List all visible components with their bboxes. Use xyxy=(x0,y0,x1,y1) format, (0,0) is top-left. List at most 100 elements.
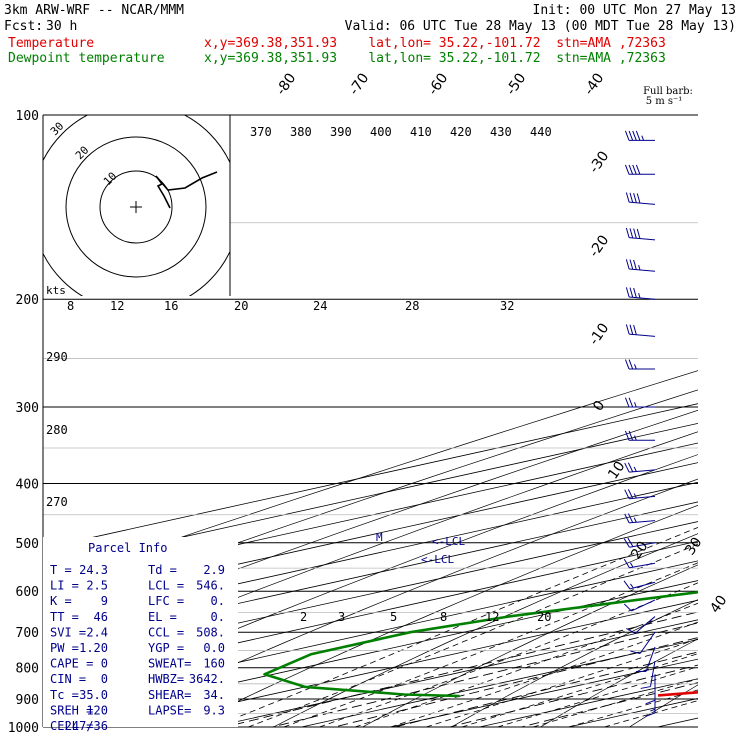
wind-barb xyxy=(645,686,656,717)
parcel-info-cell: 0 xyxy=(101,657,108,671)
wind-barb-feather xyxy=(635,130,641,141)
model-title: 3km ARW-WRF -- NCAR/MMM xyxy=(4,3,185,18)
wind-barb-staff xyxy=(629,296,656,300)
parcel-info-cell: 120 xyxy=(86,703,108,717)
parcel-info-cell: PW = xyxy=(50,641,79,655)
dewpoint-profile xyxy=(263,590,698,698)
wind-barb-feather xyxy=(627,489,634,499)
mixing-ratio-label: 5 xyxy=(390,610,397,624)
wind-barb-feather xyxy=(628,397,634,408)
wind-barb-feather xyxy=(629,259,634,270)
parcel-info-cell: 34. xyxy=(203,688,225,702)
wind-barb-feather xyxy=(627,513,634,523)
moist-adiabat xyxy=(603,700,698,727)
wind-barb-staff xyxy=(629,520,656,524)
hodograph-speed-label: 12 xyxy=(110,299,124,313)
wind-barb xyxy=(640,660,656,689)
theta-label: 380 xyxy=(290,125,312,139)
isotherm-label: -10 xyxy=(586,320,612,348)
wind-barb-feather xyxy=(628,359,634,370)
parcel-info-cell: T = xyxy=(50,563,72,577)
isotherm-label: -20 xyxy=(586,232,612,260)
parcel-info-cell: 160 xyxy=(203,657,225,671)
wind-barb-feather xyxy=(624,430,630,441)
isotherm-line xyxy=(568,698,698,727)
wind-barb-feather xyxy=(625,227,630,238)
wind-barb-feather xyxy=(627,462,634,472)
mixing-ratio-label: 20 xyxy=(537,610,551,624)
hodograph-speed-label: 8 xyxy=(67,299,74,313)
wind-barb-feather xyxy=(633,324,637,335)
parcel-info-cell: CAPE = xyxy=(50,657,93,671)
theta-left-label: 290 xyxy=(46,350,68,364)
init-time: Init: 00 UTC Mon 27 May 13 xyxy=(532,3,737,18)
isotherm-line xyxy=(123,599,698,727)
isotherm-line xyxy=(43,540,698,687)
parcel-info-cell: 247/36 xyxy=(65,719,108,733)
wind-barb-feather xyxy=(623,538,630,548)
wind-barb xyxy=(623,558,656,569)
wind-barb-feather xyxy=(640,686,651,689)
parcel-info-cell: TT = xyxy=(50,610,79,624)
pressure-label: 1000 xyxy=(8,721,39,736)
parcel-info-cell: 2.9 xyxy=(203,563,225,577)
parcel-info-cell: 46 xyxy=(94,610,108,624)
wind-barb-feather xyxy=(624,359,630,370)
moist-adiabat xyxy=(212,526,698,727)
wind-barb-feather xyxy=(628,164,634,175)
dry-adiabat xyxy=(719,115,740,727)
temperature-profile xyxy=(657,690,698,697)
wind-barb-feather xyxy=(645,712,656,717)
isotherm-label: 0 xyxy=(590,398,608,414)
parcel-marker: M xyxy=(376,531,383,544)
pressure-label: 500 xyxy=(16,537,39,552)
legend-dewpoint-info: x,y=369.38,351.93 lat,lon= 35.22,-101.72… xyxy=(204,51,666,66)
isotherm-line xyxy=(657,717,698,727)
wind-barb-staff xyxy=(639,631,656,654)
pressure-label: 300 xyxy=(16,401,39,416)
wind-barb-feather xyxy=(633,287,637,298)
wind-barb-feather xyxy=(629,562,634,568)
isotherm-line xyxy=(43,580,698,726)
dry-adiabat xyxy=(273,533,698,727)
parcel-info-cell: SVI = xyxy=(50,625,86,639)
mixing-ratio-label: 3 xyxy=(338,610,345,624)
isotherm-label: 40 xyxy=(707,593,730,617)
wind-barb xyxy=(625,227,656,241)
hodograph-speed-label: 32 xyxy=(500,299,514,313)
parcel-info-cell: 9 xyxy=(101,594,108,608)
wind-barb-feather xyxy=(630,650,641,654)
wind-barb xyxy=(626,616,656,634)
wind-barb-feather xyxy=(625,259,630,270)
wind-barb xyxy=(624,513,656,524)
wind-barb-staff xyxy=(634,616,656,634)
parcel-info-cell: 35.0 xyxy=(79,688,108,702)
parcel-info-cell: SREH = xyxy=(50,703,93,717)
parcel-info-cell: 9.3 xyxy=(203,703,225,717)
parcel-info-cell: LFC = xyxy=(148,594,184,608)
wind-barb-feather xyxy=(625,192,630,203)
wind-barb-feather xyxy=(628,430,634,441)
dry-adiabat xyxy=(540,638,698,727)
wind-barb-feather xyxy=(635,164,641,175)
parcel-info-cell: YGP = xyxy=(148,641,184,655)
legend-temperature-info: x,y=369.38,351.93 lat,lon= 35.22,-101.72… xyxy=(204,36,666,51)
wind-barb-feather xyxy=(633,466,637,472)
wind-barb xyxy=(623,580,656,590)
pressure-label: 900 xyxy=(16,693,39,708)
wind-barb-staff xyxy=(629,581,656,590)
wind-barb-staff xyxy=(629,562,656,569)
isotherm-label: 30 xyxy=(682,535,705,559)
wind-barb-feather xyxy=(629,192,634,203)
wind-barb-feather xyxy=(634,364,637,370)
wind-barb xyxy=(636,646,656,673)
parcel-info-cell: 546. xyxy=(196,579,225,593)
wind-barb-feather xyxy=(624,164,630,175)
forecast-hours: 30 h xyxy=(46,19,78,34)
wind-barb-feather xyxy=(634,435,637,441)
wind-barb-staff xyxy=(629,469,656,473)
isotherm-line xyxy=(479,678,698,727)
wind-barb xyxy=(625,324,656,337)
parcel-info-cell: 0. xyxy=(211,594,225,608)
wind-barb xyxy=(623,599,656,612)
